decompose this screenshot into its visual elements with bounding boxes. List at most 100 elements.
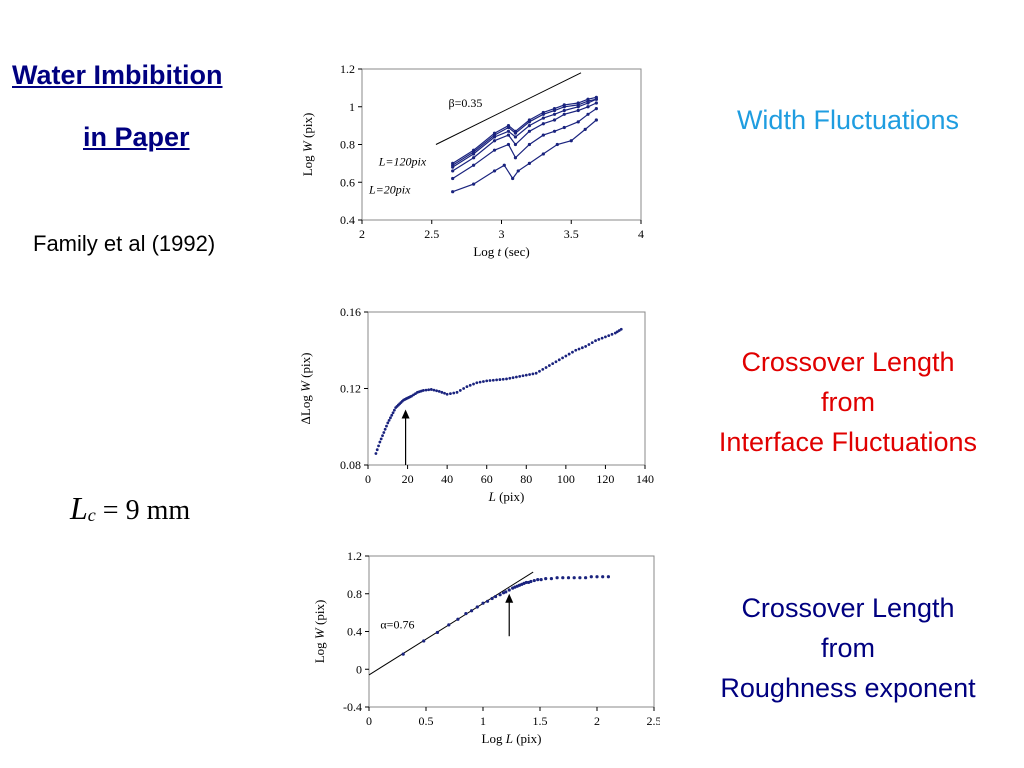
data-point: [594, 339, 597, 343]
data-point: [462, 387, 466, 390]
citation: Family et al (1992): [33, 231, 216, 256]
alpha-annotation: α=0.76: [380, 618, 414, 632]
caption-line: Crossover Length: [741, 347, 955, 377]
data-point: [429, 388, 433, 391]
data-point: [387, 418, 391, 422]
data-point: [576, 105, 580, 109]
plot-area: [367, 311, 646, 466]
data-point: [518, 374, 522, 378]
data-point: [524, 373, 528, 377]
y-tick-label: 0.4: [347, 625, 362, 639]
caption-interface-fluctuations: Crossover Length from Interface Fluctuat…: [680, 342, 1016, 462]
y-axis-label: Log W (pix): [300, 113, 315, 177]
reference-line: [368, 571, 534, 676]
data-point: [478, 380, 482, 384]
data-point: [555, 576, 559, 580]
data-point: [562, 108, 566, 113]
y-tick-label: 0.8: [347, 587, 362, 601]
data-point: [566, 576, 571, 580]
data-point: [544, 366, 548, 369]
data-point: [584, 345, 588, 348]
data-point: [552, 112, 557, 116]
data-point: [541, 112, 545, 116]
data-point: [544, 577, 548, 581]
data-point: [498, 593, 502, 597]
data-point: [561, 356, 564, 360]
data-point: [541, 367, 545, 371]
data-point: [617, 329, 621, 332]
x-tick-label: 1.5: [533, 714, 548, 728]
data-point: [507, 588, 511, 592]
data-point: [424, 388, 428, 392]
data-point: [606, 575, 610, 579]
data-point: [435, 630, 439, 635]
data-point: [508, 376, 512, 380]
x-tick-label: 3: [499, 227, 505, 241]
data-point: [447, 623, 451, 627]
l120-annotation: L=120pix: [378, 154, 427, 168]
caption-line: Roughness exponent: [720, 673, 976, 703]
y-tick-label: 0.4: [340, 213, 355, 227]
crossover-arrow-head: [401, 409, 410, 419]
data-point: [389, 416, 392, 420]
data-point: [464, 611, 468, 616]
data-point: [470, 609, 474, 613]
x-tick-label: 100: [557, 472, 575, 486]
data-point: [569, 139, 573, 143]
data-point: [414, 392, 417, 395]
data-point: [516, 169, 520, 173]
data-point: [539, 577, 543, 582]
data-point: [475, 381, 479, 385]
data-point: [465, 385, 469, 388]
x-axis-label: L (pix): [488, 489, 525, 504]
delta-width-chart: 0 20 40 60 80 100 120 140 0.08 0.12 0.16 L (pix) ΔLo…: [298, 305, 654, 504]
y-tick-label: -0.4: [343, 700, 362, 714]
data-point: [527, 129, 531, 133]
x-tick-label: 4: [638, 227, 644, 241]
data-point: [551, 362, 555, 366]
data-point: [595, 575, 599, 579]
data-point: [567, 352, 571, 356]
data-point: [458, 389, 462, 392]
data-point: [378, 440, 382, 444]
data-point: [451, 169, 455, 173]
data-point: [475, 605, 479, 609]
data-point: [481, 601, 485, 605]
l20-annotation: L=20pix: [368, 183, 411, 197]
data-point: [435, 389, 438, 393]
y-axis-label: Log W (pix): [312, 600, 327, 664]
data-point: [586, 112, 590, 116]
data-point: [472, 182, 476, 186]
data-point: [382, 431, 386, 434]
data-point: [594, 118, 598, 122]
plot-area: [361, 68, 642, 221]
x-tick-label: 40: [441, 472, 453, 486]
data-point: [587, 343, 591, 346]
caption-roughness-exponent: Crossover Length from Roughness exponent: [680, 588, 1016, 708]
beta-annotation: β=0.35: [448, 96, 482, 110]
x-tick-label: 0: [366, 714, 372, 728]
y-axis-label: ΔLog W (pix): [298, 353, 313, 425]
data-point: [506, 133, 511, 137]
y-tick-label: 0.16: [340, 305, 361, 319]
x-tick-label: 0.5: [419, 714, 434, 728]
x-tick-label: 1: [480, 714, 486, 728]
y-tick-label: 0.6: [340, 175, 355, 189]
data-point: [391, 411, 395, 415]
caption-width-fluctuations: Width Fluctuations: [736, 105, 960, 135]
data-point: [562, 105, 566, 109]
data-point: [513, 135, 518, 139]
data-point: [584, 576, 588, 580]
x-tick-label: 2.5: [647, 714, 661, 728]
y-tick-label: 0.12: [340, 382, 361, 396]
data-point: [472, 156, 476, 160]
data-point: [555, 142, 559, 147]
data-point: [527, 120, 531, 124]
data-point: [578, 576, 582, 580]
data-point: [572, 576, 576, 580]
data-point: [536, 577, 540, 582]
data-point: [532, 578, 536, 583]
data-point: [472, 382, 475, 386]
data-point: [492, 139, 497, 143]
data-point: [498, 378, 502, 381]
